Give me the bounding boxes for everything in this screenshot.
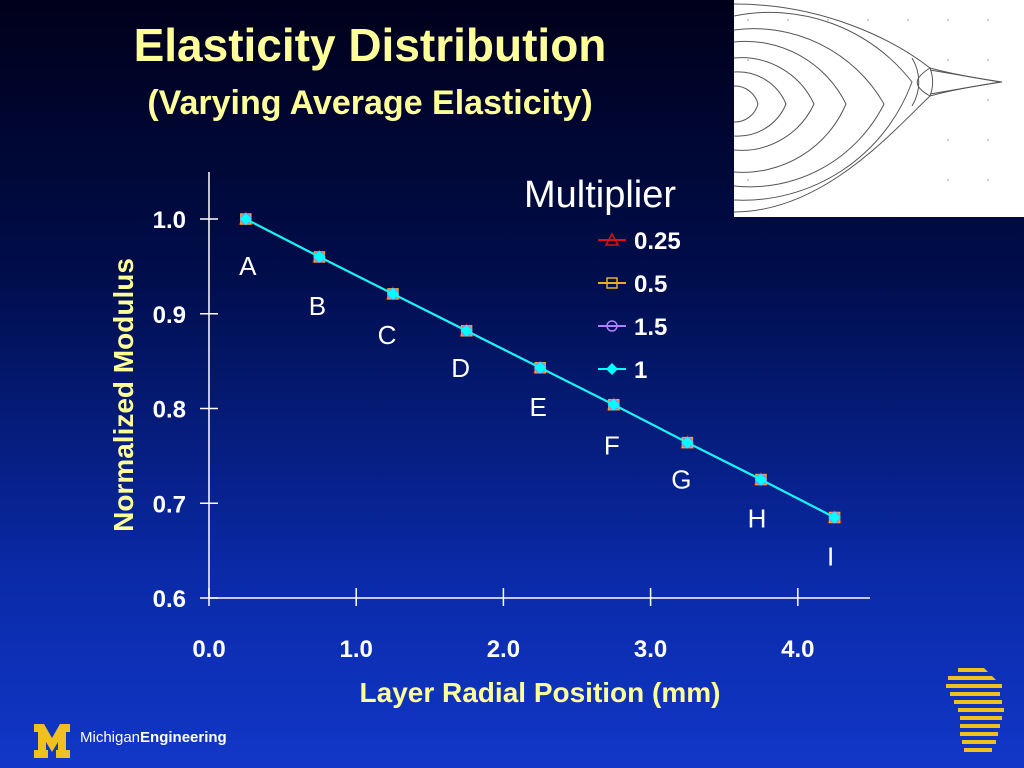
- data-point: [681, 436, 694, 449]
- chart-series: [238, 211, 842, 524]
- point-label: D: [451, 353, 470, 383]
- state-striped-logo-icon: [946, 668, 1004, 752]
- legend-item: 0.5: [598, 271, 667, 298]
- legend-item: 0.25: [598, 228, 681, 255]
- legend-label: 1.5: [634, 314, 667, 341]
- x-tick-label: 4.0: [781, 636, 814, 663]
- diagram-dots: [747, 19, 989, 181]
- data-point: [387, 287, 399, 300]
- layered-lens-diagram: [733, 0, 1024, 217]
- series-1: [239, 213, 841, 524]
- y-tick-label: 0.6: [153, 586, 186, 613]
- block-m-logo-icon: [34, 724, 70, 758]
- legend-swatch-marker: [606, 320, 618, 332]
- lens-layers-illustration: [733, 3, 1003, 213]
- legend-swatch-marker: [606, 277, 618, 289]
- x-tick-label: 3.0: [634, 636, 667, 663]
- point-label: I: [827, 541, 834, 571]
- footer-brand-light: Michigan: [80, 729, 141, 746]
- legend-label: 1: [634, 357, 647, 384]
- legend-label: 0.5: [634, 271, 667, 298]
- data-point: [534, 361, 547, 374]
- x-tick-label: 2.0: [487, 636, 520, 663]
- data-point: [828, 511, 841, 524]
- legend-swatch-marker: [606, 363, 618, 375]
- point-label: B: [309, 291, 326, 321]
- footer-brand: MichiganEngineering: [80, 729, 227, 746]
- y-tick-label: 0.7: [153, 491, 186, 518]
- point-label: G: [671, 465, 691, 495]
- data-point: [460, 324, 473, 337]
- y-tick-label: 1.0: [153, 207, 186, 234]
- y-tick-label: 0.8: [153, 397, 186, 424]
- slide-subtitle: (Varying Average Elasticity): [147, 84, 593, 122]
- x-tick-label: 0.0: [192, 636, 225, 663]
- y-axis-label: Normalized Modulus: [108, 258, 139, 532]
- legend-title: Multiplier: [524, 174, 676, 216]
- legend-item: 1.5: [598, 314, 667, 341]
- point-label: H: [748, 504, 767, 534]
- legend-label: 0.25: [634, 228, 681, 255]
- x-tick-label: 1.0: [340, 636, 373, 663]
- data-point: [607, 398, 620, 411]
- point-label: F: [604, 431, 620, 461]
- chart-legend: 0.25 0.5 1.5 1: [598, 228, 681, 384]
- x-axis-label: Layer Radial Position (mm): [360, 677, 721, 708]
- slide-title: Elasticity Distribution: [133, 19, 607, 71]
- legend-swatch-marker: [604, 232, 620, 246]
- data-point: [755, 473, 767, 486]
- data-point: [239, 213, 252, 225]
- data-point: [313, 250, 326, 263]
- legend-item: 1: [598, 357, 647, 384]
- chart-axes: 0.6 0.7 0.8 0.9 1.0 0.0 1.0 2.0 3.0 4.0: [153, 172, 870, 663]
- y-tick-label: 0.9: [153, 302, 186, 329]
- point-label: A: [239, 251, 257, 281]
- point-label: E: [530, 392, 547, 422]
- point-label: C: [378, 320, 397, 350]
- chart-point-labels: A B C D E F G H I: [239, 251, 834, 571]
- footer-brand-bold: Engineering: [140, 729, 227, 746]
